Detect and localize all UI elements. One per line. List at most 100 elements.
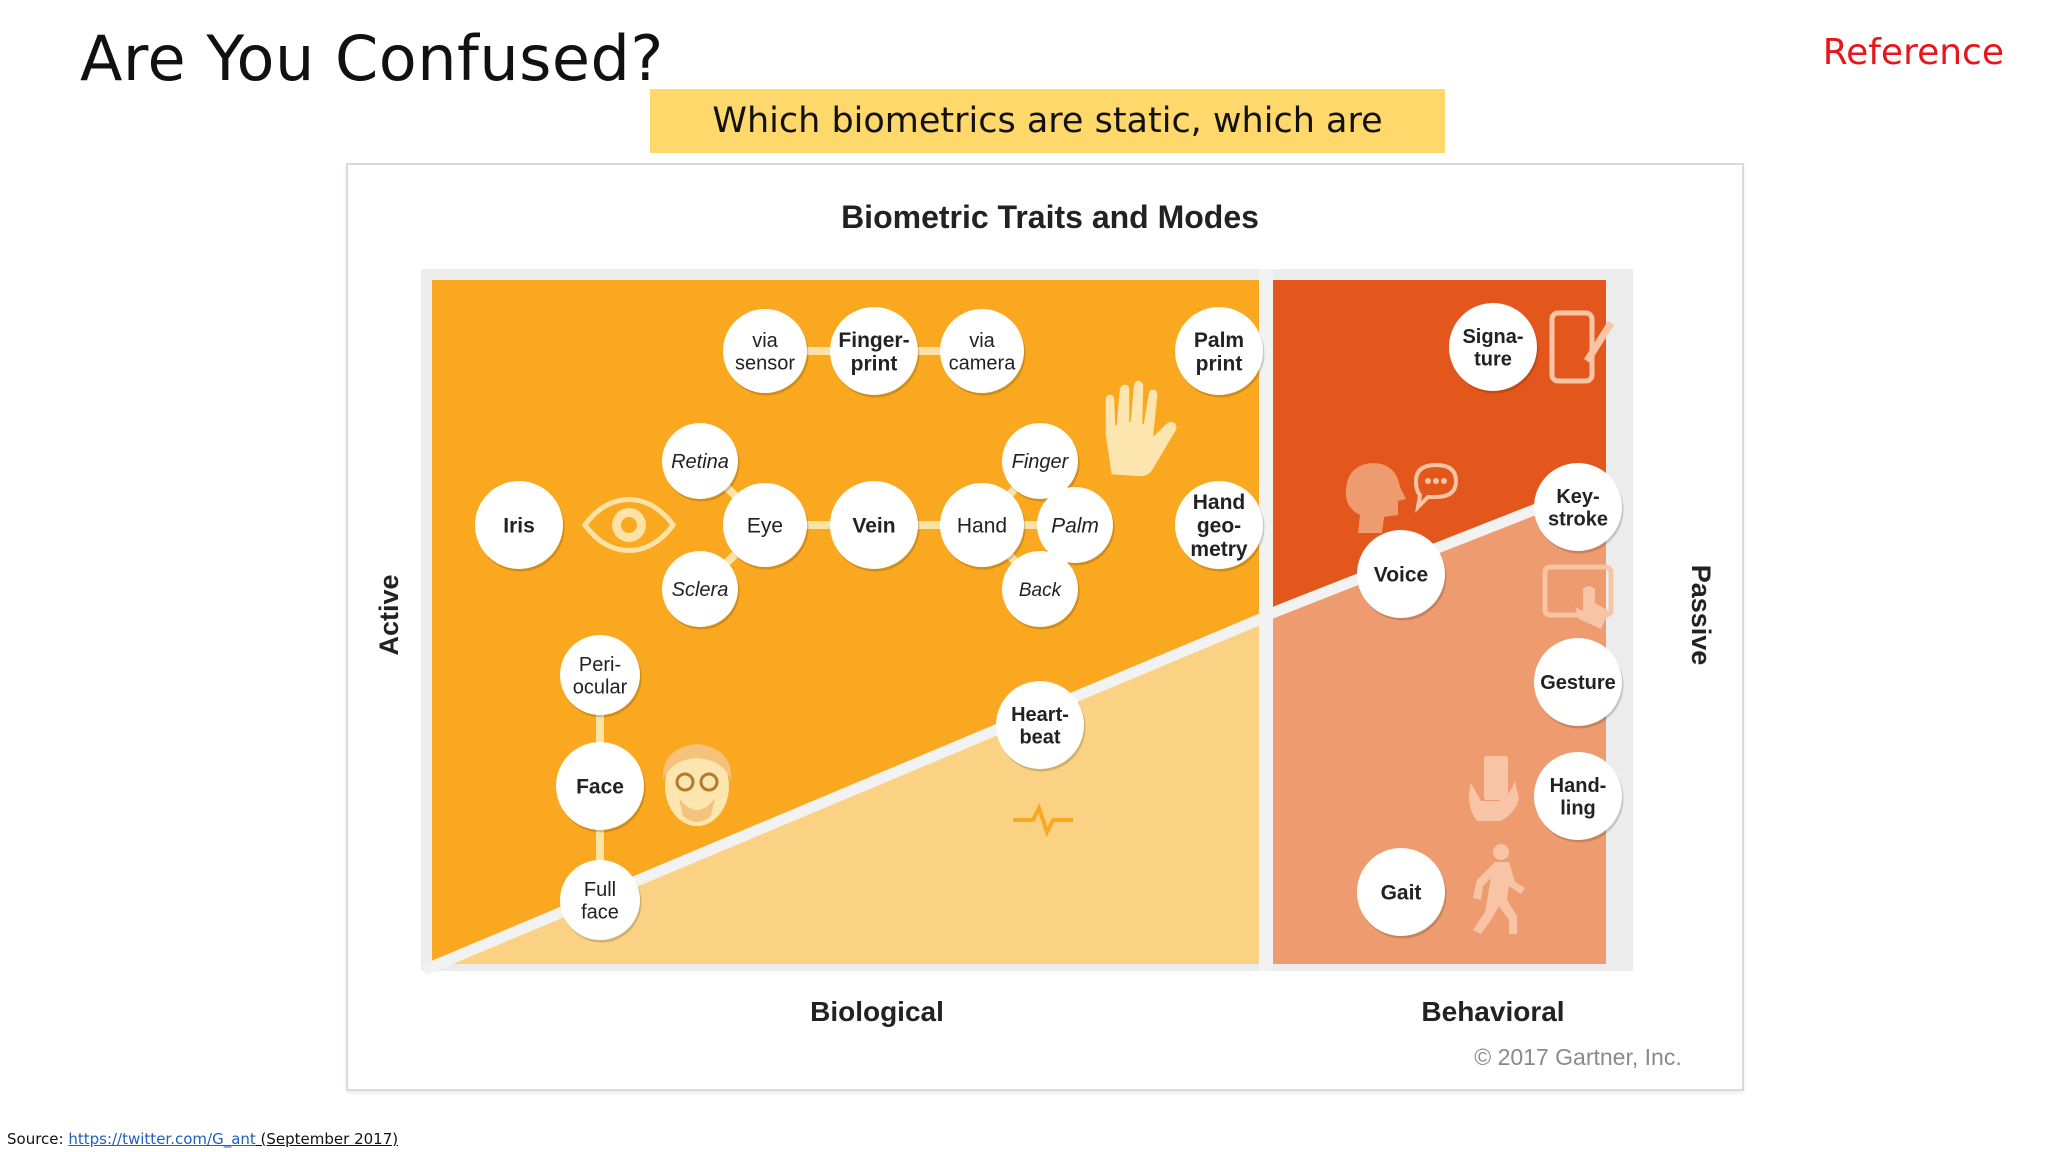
node-label: Sclera <box>672 579 729 601</box>
node-eye: Eye <box>723 483 809 570</box>
node-label: ling <box>1560 797 1596 819</box>
node-label: Key- <box>1556 486 1599 508</box>
passive-axis-label: Passive <box>1686 565 1716 666</box>
node-circle <box>1002 423 1078 499</box>
node-heartbeat: Heart-beat <box>996 681 1086 772</box>
node-label: camera <box>949 352 1017 374</box>
palm-icon <box>1104 379 1179 478</box>
node-label: Gesture <box>1540 672 1616 694</box>
node-label: sensor <box>735 352 795 374</box>
node-label: stroke <box>1548 508 1608 530</box>
active-axis-label: Active <box>374 574 404 655</box>
node-circle <box>475 481 563 569</box>
node-circle <box>940 309 1024 393</box>
diagram-title: Biometric Traits and Modes <box>841 199 1259 235</box>
behavioral-passive-region <box>1269 483 1606 964</box>
node-label: Palm <box>1051 515 1099 538</box>
diagram-figure: Biometric Traits and Modes Active Passiv… <box>346 163 1744 1091</box>
node-label: print <box>1196 352 1243 375</box>
node-label: via <box>969 330 995 352</box>
node-label: Voice <box>1374 564 1428 587</box>
node-circle <box>723 309 807 393</box>
node-palm: Palm <box>1037 487 1115 566</box>
node-circle <box>1037 487 1113 563</box>
node-circle <box>1002 551 1078 627</box>
touchscreen-tap-icon <box>1542 564 1614 629</box>
node-label: Hand <box>957 515 1007 538</box>
panel-divider <box>1259 269 1273 971</box>
node-circle <box>1534 463 1622 551</box>
node-circle <box>1175 307 1263 395</box>
node-label: Retina <box>671 451 729 473</box>
node-label: Finger <box>1012 451 1070 473</box>
node-circle <box>560 635 640 715</box>
node-circle <box>830 307 918 395</box>
trait-nodes: viasensorFinger-printviacameraPalmprintR… <box>475 303 1624 943</box>
node-circle <box>662 423 738 499</box>
source-prefix: Source: <box>7 1130 69 1148</box>
eye-icon <box>581 497 677 553</box>
node-circle <box>1449 303 1537 391</box>
behavioral-column-label: Behavioral <box>1421 996 1564 1027</box>
face-person-icon <box>662 744 732 826</box>
node-label: ocular <box>573 676 628 698</box>
node-label: Iris <box>503 515 535 538</box>
node-handling: Hand-ling <box>1534 752 1624 843</box>
node-label: metry <box>1190 538 1248 561</box>
walking-person-icon <box>1473 844 1525 934</box>
node-label: Eye <box>747 515 783 538</box>
node-label: via <box>752 330 778 352</box>
node-back: Back <box>1002 551 1080 630</box>
node-circle <box>1357 848 1445 936</box>
node-circle <box>940 483 1024 567</box>
node-retina: Retina <box>662 423 740 502</box>
node-label: face <box>581 901 619 923</box>
node-label: Hand <box>1193 491 1246 514</box>
node-fingerprint: Finger-print <box>830 307 920 398</box>
node-label: Finger- <box>838 329 909 352</box>
source-date: (September 2017) <box>255 1130 399 1148</box>
node-circle <box>1357 530 1445 618</box>
node-label: Heart- <box>1011 704 1069 726</box>
node-periocular: Peri-ocular <box>560 635 642 718</box>
question-callout: Which biometrics are static, which are d… <box>650 89 1445 205</box>
biometric-diagram: Biometric Traits and Modes Active Passiv… <box>374 199 1716 1070</box>
node-voice: Voice <box>1357 530 1447 621</box>
node-hand: Hand <box>940 483 1026 570</box>
node-iris: Iris <box>475 481 565 572</box>
node-circle <box>723 483 807 567</box>
node-label: print <box>851 352 898 375</box>
source-link[interactable]: https://twitter.com/G_ant <box>68 1130 256 1148</box>
node-gait: Gait <box>1357 848 1447 939</box>
node-circle <box>1175 481 1263 569</box>
node-signature: Signa-ture <box>1449 303 1539 394</box>
node-circle <box>996 681 1084 769</box>
node-finger: Finger <box>1002 423 1080 502</box>
node-label: Back <box>1019 580 1063 601</box>
node-circle <box>830 481 918 569</box>
node-gesture: Gesture <box>1534 638 1624 729</box>
slide-title: Are You Confused? <box>80 22 664 95</box>
node-circle <box>556 742 644 830</box>
reference-link[interactable]: Reference <box>1822 32 2004 73</box>
node-vein: Vein <box>830 481 920 572</box>
node-label: Signa- <box>1462 326 1523 348</box>
node-circle <box>662 551 738 627</box>
node-label: Hand- <box>1550 775 1607 797</box>
copyright-text: © 2017 Gartner, Inc. <box>1474 1044 1681 1070</box>
node-label: Face <box>576 776 624 799</box>
node-label: Palm <box>1194 329 1244 352</box>
source-citation: Source: https://twitter.com/G_ant (Septe… <box>7 1130 398 1148</box>
node-label: ture <box>1474 348 1512 370</box>
node-label: Gait <box>1381 882 1422 905</box>
biological-column-label: Biological <box>810 996 944 1027</box>
node-face: Face <box>556 742 646 833</box>
node-circle <box>1534 752 1622 840</box>
node-label: Vein <box>852 515 895 538</box>
node-circle <box>1534 638 1622 726</box>
node-circle <box>560 860 640 940</box>
